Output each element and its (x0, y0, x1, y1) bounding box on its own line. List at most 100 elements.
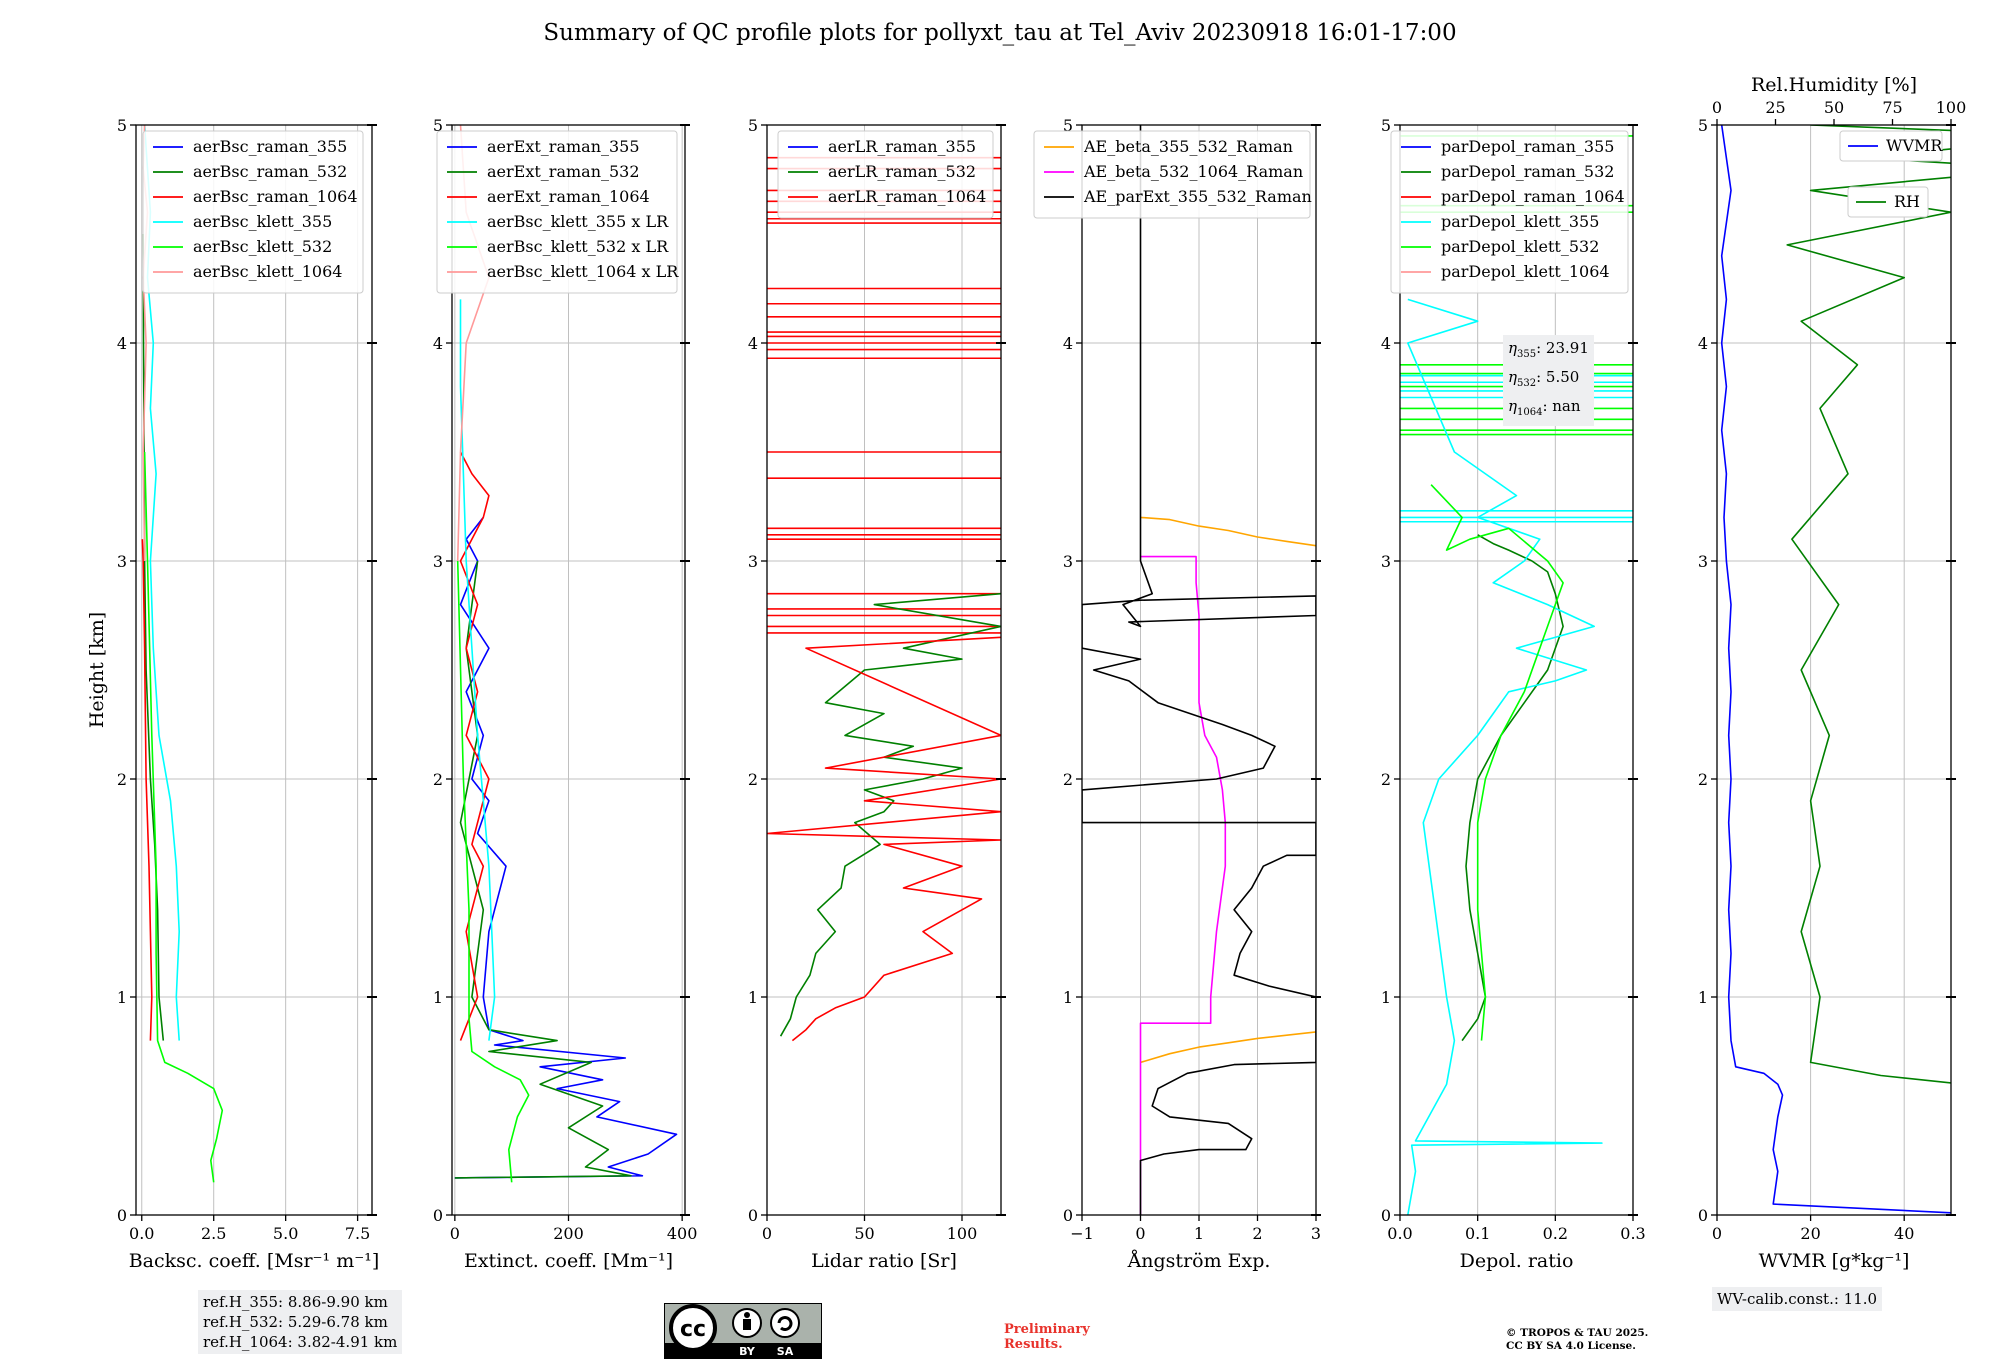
x-tick-label: 0.3 (1620, 1224, 1645, 1243)
y-tick-label: 5 (1063, 116, 1073, 135)
figure-title: Summary of QC profile plots for pollyxt_… (543, 20, 1457, 46)
data-layer (1082, 125, 1316, 1215)
legend-label: aerExt_raman_1064 (487, 187, 650, 206)
y-tick-label: 4 (748, 334, 758, 353)
y-tick-label: 4 (1698, 334, 1708, 353)
x-tick-label: 100 (947, 1224, 978, 1243)
legend-box (777, 130, 994, 219)
series-aerBsc_raman_1064 (141, 539, 153, 1041)
x-tick-label: −1 (1070, 1224, 1094, 1243)
y-tick-label: 2 (1381, 770, 1391, 789)
x-tick-label: 2.5 (201, 1224, 226, 1243)
eta-box: η355: 23.91 η532: 5.50 η1064: nan (1503, 335, 1594, 426)
legend-label: aerBsc_klett_532 x LR (487, 237, 669, 256)
legend-label: aerExt_raman_355 (487, 137, 640, 156)
x-tick-label: 40 (1894, 1224, 1914, 1243)
x-axis-label: Extinct. coeff. [Mm⁻¹] (464, 1250, 673, 1272)
legend-label: aerLR_raman_532 (828, 162, 976, 181)
y-tick-label: 4 (117, 334, 127, 353)
panel-ext: 0 200 400 0 1 2 3 4 5 Extinct. coeff. [Mm⁻¹] aerEx… (433, 116, 698, 1272)
panel-depol: 0.0 0.1 0.2 0.3 0 1 2 3 4 5 Depol. ratio parDepol_r… (1381, 116, 1646, 1272)
ref-height-1064: ref.H_1064: 3.82-4.91 km (203, 1333, 398, 1351)
x-axis-label: Lidar ratio [Sr] (811, 1250, 957, 1272)
legend-label: parDepol_klett_355 (1441, 212, 1599, 231)
y-tick-label: 0 (1063, 1206, 1073, 1225)
series-parDepol_klett_532 (1430, 484, 1564, 1041)
wv-calib-text: WV-calib.const.: 11.0 (1717, 1290, 1878, 1308)
ref-height-355: ref.H_355: 8.86-9.90 km (203, 1293, 388, 1311)
x-tick-label: 0 (762, 1224, 772, 1243)
legend-label: parDepol_raman_532 (1441, 162, 1614, 181)
legend-label: aerBsc_raman_532 (193, 162, 347, 181)
y-tick-label: 0 (748, 1206, 758, 1225)
legend-box-wvmr (1839, 130, 1943, 162)
ref-height-box: ref.H_355: 8.86-9.90 km ref.H_532: 5.29-… (198, 1290, 403, 1354)
legend-label: aerBsc_klett_355 x LR (487, 212, 669, 231)
legend-label: AE_beta_355_532_Raman (1083, 137, 1293, 156)
by-person-icon (744, 1312, 750, 1318)
eta-1064: η1064: nan (1508, 397, 1581, 418)
y-tick-label: 4 (433, 334, 443, 353)
x-axis-label: Backsc. coeff. [Msr⁻¹ m⁻¹] (129, 1250, 380, 1272)
legend-label: RH (1894, 192, 1920, 211)
legend-label: aerBsc_raman_1064 (193, 187, 358, 206)
legend-label: AE_parExt_355_532_Raman (1083, 187, 1312, 206)
data-layer (1720, 125, 1951, 1214)
series-parDepol_klett_355 (1407, 298, 1603, 1215)
x2-tick-label: 0 (1712, 98, 1722, 117)
series-AE_beta_355_532_Raman (1140, 516, 1316, 547)
y-tick-label: 1 (1381, 988, 1391, 1007)
x-tick-label: 0 (450, 1224, 460, 1243)
series-aerExt_raman_532 (454, 560, 632, 1179)
cc-sa-label: SA (777, 1345, 794, 1358)
series-AE_beta_532_1064_Raman (1139, 555, 1227, 1215)
legend-label: aerBsc_raman_355 (193, 137, 347, 156)
series-parDepol_raman_532 (1461, 534, 1564, 1042)
legend-label: AE_beta_532_1064_Raman (1083, 162, 1303, 181)
x-tick-label: 0.1 (1465, 1224, 1490, 1243)
x2-tick-label: 25 (1765, 98, 1785, 117)
axes-frame (766, 124, 1002, 1216)
legend-label: aerBsc_klett_1064 x LR (487, 262, 679, 281)
series-AE_beta_355_532_Raman (1140, 1031, 1316, 1064)
axes-frame (135, 124, 373, 1216)
y-tick-label: 3 (1063, 552, 1073, 571)
x-tick-label: 200 (553, 1224, 584, 1243)
legend-label: aerLR_raman_355 (828, 137, 976, 156)
y-tick-label: 0 (1698, 1206, 1708, 1225)
legend-label: parDepol_klett_1064 (1441, 262, 1610, 281)
preliminary-note: Preliminary Results. (1004, 1322, 1090, 1352)
legend-label: aerBsc_klett_1064 (193, 262, 342, 281)
y-tick-label: 2 (433, 770, 443, 789)
panel-lr: 0 50 100 0 1 2 3 4 5 Lidar ratio [Sr] aerLR_raman_… (748, 116, 1006, 1272)
axes-frame (1399, 124, 1634, 1216)
x-tick-label: 0 (1135, 1224, 1145, 1243)
x-tick-label: 7.5 (345, 1224, 370, 1243)
cc-logo-text: cc (680, 1317, 706, 1342)
axes-frame (1716, 124, 1952, 1216)
series-WVMR (1720, 125, 1951, 1214)
data-layer (454, 125, 678, 1183)
cc-by-label: BY (739, 1345, 756, 1358)
y-tick-label: 3 (1698, 552, 1708, 571)
x-tick-label: 50 (854, 1224, 874, 1243)
y-tick-label: 5 (433, 116, 443, 135)
x-axis-label: Depol. ratio (1460, 1250, 1574, 1272)
series-aerBsc_raman_532 (142, 233, 165, 1041)
legend-box (1390, 130, 1629, 294)
y-tick-label: 5 (1698, 116, 1708, 135)
legend-box (1033, 130, 1311, 219)
y-tick-label: 2 (1698, 770, 1708, 789)
data-layer (767, 156, 1001, 1042)
x-tick-label: 0.2 (1543, 1224, 1568, 1243)
legend-box (142, 130, 364, 294)
sa-arrow-icon (777, 1316, 793, 1331)
x-tick-label: 5.0 (273, 1224, 298, 1243)
x-tick-label: 400 (667, 1224, 698, 1243)
legend-label: WVMR (1886, 136, 1943, 155)
series-aerLR_raman_1064 (767, 636, 1001, 1042)
y-tick-label: 2 (1063, 770, 1073, 789)
legend-label: aerBsc_klett_532 (193, 237, 332, 256)
